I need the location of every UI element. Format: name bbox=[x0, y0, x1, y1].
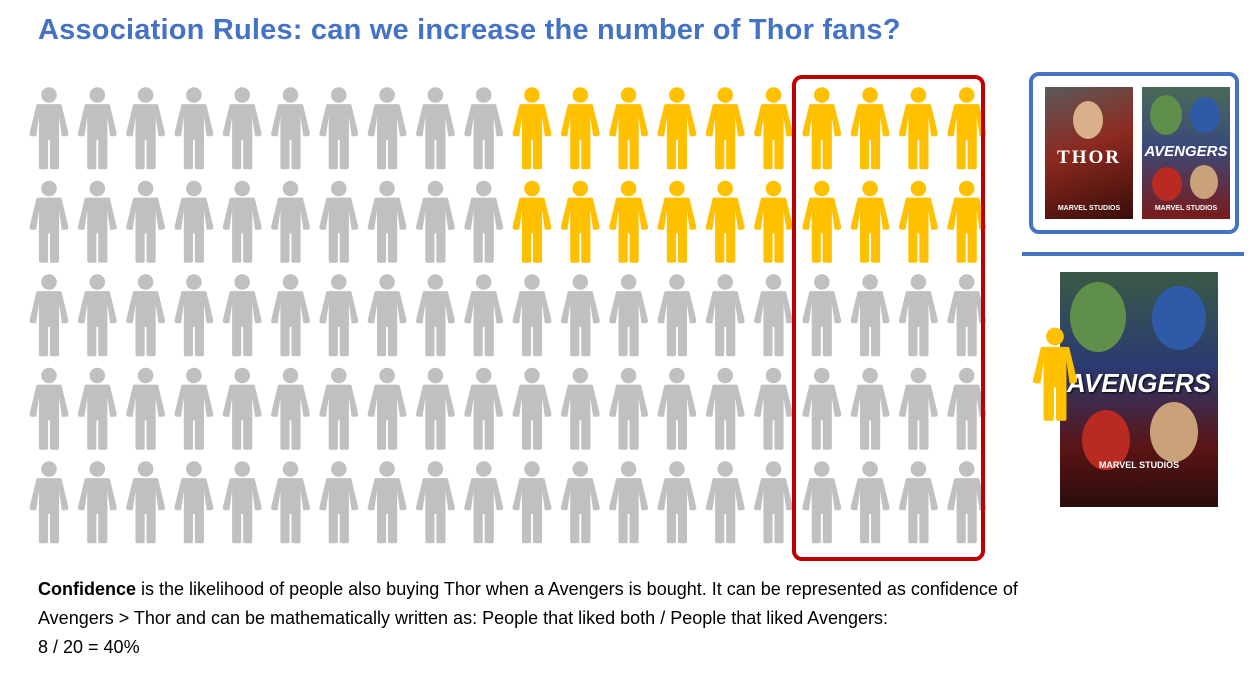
person-icon bbox=[367, 461, 407, 544]
person-icon bbox=[512, 367, 552, 450]
person-icon bbox=[560, 461, 600, 544]
person-icon bbox=[222, 367, 262, 450]
person-icon bbox=[367, 180, 407, 263]
person-icon bbox=[29, 461, 69, 544]
person-icon bbox=[657, 274, 697, 357]
person-icon bbox=[271, 87, 310, 170]
person-icon bbox=[609, 367, 649, 450]
person-icon bbox=[222, 180, 262, 263]
person-icon bbox=[319, 87, 359, 170]
page-title: Association Rules: can we increase the n… bbox=[38, 14, 901, 46]
person-icon bbox=[271, 274, 310, 357]
avengers-poster-small-studio: MARVEL STUDIOS bbox=[1154, 205, 1218, 212]
person-icon-fan bbox=[609, 180, 649, 263]
person-icon bbox=[705, 461, 745, 544]
confidence-term: Confidence bbox=[38, 579, 137, 599]
person-icon-fan bbox=[705, 180, 745, 263]
person-icon-fan bbox=[657, 87, 697, 170]
person-icon bbox=[367, 87, 407, 170]
person-icon bbox=[319, 461, 359, 544]
person-icon-fan bbox=[705, 87, 745, 170]
person-icon bbox=[512, 461, 552, 544]
person-icon-fan bbox=[609, 87, 649, 170]
liked-both-box bbox=[1029, 72, 1239, 234]
caption-line1: is the likelihood of people also buying … bbox=[136, 579, 1018, 599]
person-icon bbox=[271, 180, 310, 263]
person-icon bbox=[464, 367, 504, 450]
person-icon bbox=[126, 367, 166, 450]
person-icon bbox=[705, 274, 745, 357]
person-icon-fan bbox=[560, 180, 600, 263]
person-icon bbox=[174, 274, 214, 357]
person-icon bbox=[657, 367, 697, 450]
person-icon bbox=[29, 367, 69, 450]
person-icon-fan bbox=[512, 87, 552, 170]
person-icon bbox=[560, 274, 600, 357]
person-icon bbox=[415, 367, 455, 450]
avengers-poster-large: AVENGERS MARVEL STUDIOS bbox=[1060, 272, 1218, 507]
avengers-poster-small: AVENGERS MARVEL STUDIOS bbox=[1142, 87, 1230, 219]
person-icon bbox=[222, 461, 262, 544]
person-icon bbox=[512, 274, 552, 357]
person-icon bbox=[174, 87, 214, 170]
thor-poster-title: THOR bbox=[1057, 147, 1121, 168]
person-icon bbox=[29, 274, 69, 357]
person-icon-fan bbox=[657, 180, 697, 263]
person-icon bbox=[77, 180, 117, 263]
avengers-poster-large-title: AVENGERS bbox=[1067, 368, 1211, 398]
fraction-divider bbox=[1022, 252, 1244, 256]
person-icon bbox=[319, 274, 359, 357]
person-icon bbox=[77, 367, 117, 450]
person-icon bbox=[754, 461, 793, 544]
person-icon bbox=[560, 367, 600, 450]
person-icon bbox=[174, 180, 214, 263]
thor-poster: THOR MARVEL STUDIOS bbox=[1045, 87, 1133, 219]
person-icon bbox=[609, 461, 649, 544]
person-icon bbox=[754, 367, 793, 450]
person-icon bbox=[222, 274, 262, 357]
person-icon bbox=[271, 461, 310, 544]
person-icon-fan bbox=[560, 87, 600, 170]
person-icon bbox=[126, 274, 166, 357]
person-icon bbox=[705, 367, 745, 450]
person-icon bbox=[319, 180, 359, 263]
person-icon bbox=[464, 274, 504, 357]
person-icon bbox=[126, 180, 166, 263]
person-icon bbox=[271, 367, 310, 450]
person-icon-fan bbox=[754, 180, 793, 263]
person-icon bbox=[609, 274, 649, 357]
avengers-poster-small-title: AVENGERS bbox=[1144, 143, 1228, 160]
person-icon bbox=[657, 461, 697, 544]
person-icon bbox=[415, 274, 455, 357]
person-icon bbox=[367, 367, 407, 450]
person-icon bbox=[464, 180, 504, 263]
person-icon bbox=[29, 87, 69, 170]
caption-line3: 8 / 20 = 40% bbox=[38, 637, 140, 657]
person-icon bbox=[174, 367, 214, 450]
person-icon bbox=[77, 87, 117, 170]
person-icon-fan bbox=[754, 87, 793, 170]
caption-line2: Avengers > Thor and can be mathematicall… bbox=[38, 608, 889, 628]
person-icon bbox=[77, 461, 117, 544]
person-icon bbox=[415, 461, 455, 544]
person-icon bbox=[367, 274, 407, 357]
person-icon bbox=[464, 461, 504, 544]
avengers-poster-large-studio: MARVEL STUDIOS bbox=[1098, 460, 1180, 470]
person-icon bbox=[754, 274, 793, 357]
person-icon bbox=[29, 180, 69, 263]
person-icon bbox=[222, 87, 262, 170]
person-icon bbox=[174, 461, 214, 544]
person-icon-fan bbox=[512, 180, 552, 263]
person-icon bbox=[415, 180, 455, 263]
person-icon bbox=[464, 87, 504, 170]
person-icon bbox=[319, 367, 359, 450]
person-icon bbox=[126, 461, 166, 544]
confidence-caption: Confidence is the likelihood of people a… bbox=[38, 575, 1238, 662]
person-icon bbox=[77, 274, 117, 357]
person-icon bbox=[126, 87, 166, 170]
person-icon bbox=[415, 87, 455, 170]
thor-poster-studio: MARVEL STUDIOS bbox=[1057, 205, 1121, 212]
single-fan-person-icon bbox=[1030, 326, 1080, 422]
avengers-fans-box bbox=[792, 75, 985, 561]
